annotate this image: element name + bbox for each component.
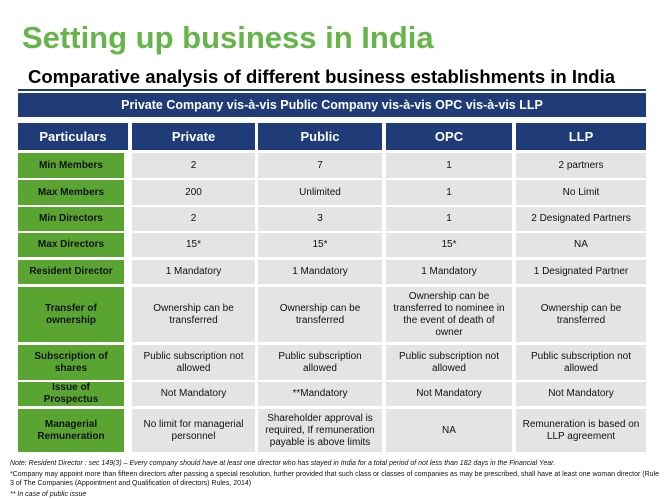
table-cell: Not Mandatory — [386, 382, 512, 406]
table-cell: 7 — [258, 153, 382, 178]
row-label: Subscription of shares — [18, 345, 124, 380]
table-cell: Public subscription not allowed — [516, 345, 646, 380]
table-cell: Shareholder approval is required, If rem… — [258, 409, 382, 452]
table-cell: 1 — [386, 153, 512, 178]
row-label: Issue of Prospectus — [18, 382, 124, 406]
table-cell: 2 — [132, 153, 255, 178]
row-label: Transfer of ownership — [18, 287, 124, 342]
row-label: Max Members — [18, 180, 124, 205]
table-cell: 2 — [132, 207, 255, 231]
table-cell: Public subscription not allowed — [386, 345, 512, 380]
row-label: Resident Director — [18, 260, 124, 284]
table-cell: 15* — [258, 233, 382, 257]
table-cell: Unlimited — [258, 180, 382, 205]
title: Setting up business in India — [22, 20, 434, 55]
table-cell: Remuneration is based on LLP agreement — [516, 409, 646, 452]
table-cell: 3 — [258, 207, 382, 231]
row-label: Min Directors — [18, 207, 124, 231]
row-label: Max Directors — [18, 233, 124, 257]
row-label: Min Members — [18, 153, 124, 178]
table-cell: 2 Designated Partners — [516, 207, 646, 231]
table-cell: Not Mandatory — [516, 382, 646, 406]
table-cell: 2 partners — [516, 153, 646, 178]
table-cell: Public subscription not allowed — [132, 345, 255, 380]
table-cell: Ownership can be transferred to nominee … — [386, 287, 512, 342]
note: Note: Resident Director : sec 149(3) – E… — [10, 460, 556, 467]
table-cell: 1 Mandatory — [132, 260, 255, 284]
note: ** In case of public issue — [10, 491, 87, 498]
table-cell: 1 Designated Partner — [516, 260, 646, 284]
column-header: Particulars — [18, 123, 128, 150]
table-cell: Ownership can be transferred — [258, 287, 382, 342]
table-cell: NA — [386, 409, 512, 452]
column-header: LLP — [516, 123, 646, 150]
table-cell: 200 — [132, 180, 255, 205]
subtitle: Comparative analysis of different busine… — [28, 66, 616, 87]
table-cell: Not Mandatory — [132, 382, 255, 406]
note: *Company may appoint more than fifteen d… — [10, 471, 659, 487]
table-cell: No Limit — [516, 180, 646, 205]
table-cell: No limit for managerial personnel — [132, 409, 255, 452]
divider — [18, 89, 646, 91]
table-cell: 15* — [386, 233, 512, 257]
column-header: OPC — [386, 123, 512, 150]
table-cell: 1 Mandatory — [386, 260, 512, 284]
column-header: Public — [258, 123, 382, 150]
banner: Private Company vis-à-vis Public Company… — [18, 93, 646, 117]
table-cell: NA — [516, 233, 646, 257]
table-cell: 1 — [386, 180, 512, 205]
table-cell: Public subscription allowed — [258, 345, 382, 380]
row-label: Managerial Remuneration — [18, 409, 124, 452]
column-header: Private — [132, 123, 255, 150]
table-cell: Ownership can be transferred — [132, 287, 255, 342]
table-cell: 15* — [132, 233, 255, 257]
table-cell: 1 — [386, 207, 512, 231]
table-cell: Ownership can be transferred — [516, 287, 646, 342]
table-cell: 1 Mandatory — [258, 260, 382, 284]
table-cell: **Mandatory — [258, 382, 382, 406]
